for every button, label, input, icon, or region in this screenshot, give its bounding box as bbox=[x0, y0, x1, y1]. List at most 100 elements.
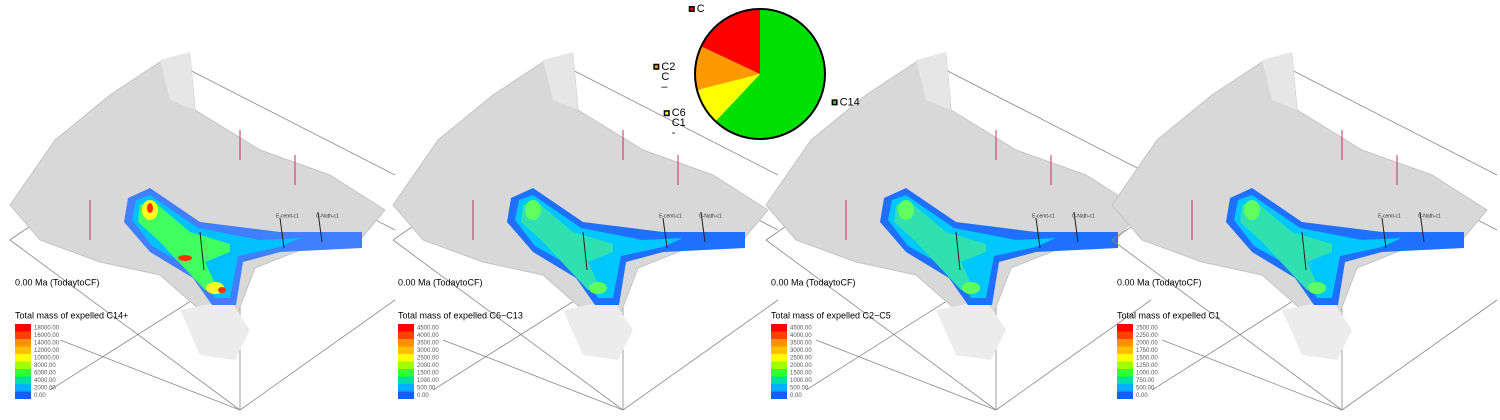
pie-outline bbox=[694, 8, 826, 140]
legend-label: 12000.00 bbox=[34, 348, 60, 354]
legend-swatch bbox=[771, 384, 787, 392]
plume bbox=[1240, 200, 1332, 290]
pie-label-line: C1 bbox=[672, 117, 686, 129]
box-edge bbox=[442, 339, 624, 411]
basin-surface bbox=[563, 300, 633, 360]
legend-label: 1000.00 bbox=[417, 378, 439, 384]
plume bbox=[898, 200, 914, 220]
legend-swatch bbox=[398, 369, 414, 377]
legend-swatch bbox=[398, 324, 414, 332]
legend-label: 4000.00 bbox=[790, 333, 812, 339]
pie-slice bbox=[715, 9, 826, 139]
pie-label-line: C bbox=[697, 3, 705, 15]
box-edge bbox=[59, 339, 241, 411]
time-label: 0.00 Ma (TodaytoCF) bbox=[15, 277, 100, 287]
box-edge bbox=[1341, 299, 1498, 411]
legend-swatch bbox=[1117, 369, 1133, 377]
well bbox=[317, 211, 323, 243]
pie-label: C2 C – bbox=[661, 61, 675, 93]
well-label: E-cemt-c1 bbox=[276, 213, 299, 219]
pie-slice bbox=[701, 9, 760, 74]
box-edge bbox=[392, 239, 624, 411]
well bbox=[1419, 211, 1425, 243]
legend-swatch bbox=[398, 384, 414, 392]
basin-surface bbox=[936, 300, 1006, 360]
basin-surface bbox=[180, 300, 250, 360]
legend-swatch bbox=[1117, 346, 1133, 354]
plume bbox=[178, 255, 192, 261]
legend-label: 18000.00 bbox=[34, 326, 60, 332]
legend-label: 4000.00 bbox=[417, 333, 439, 339]
box-edge bbox=[815, 339, 997, 411]
legend-label: 8000.00 bbox=[34, 363, 56, 369]
legend-label: 1500.00 bbox=[417, 371, 439, 377]
legend-label: 1250.00 bbox=[1136, 363, 1158, 369]
well-label: E-cemt-c1 bbox=[1032, 213, 1055, 219]
legend-swatch bbox=[15, 384, 31, 392]
legend-label: 1500.00 bbox=[1136, 356, 1158, 362]
well-label: C-Nath-c1 bbox=[316, 213, 339, 219]
legend-label: 1750.00 bbox=[1136, 348, 1158, 354]
legend-title: Total mass of expelled C14+ bbox=[15, 310, 128, 320]
plume bbox=[521, 200, 613, 290]
legend-label: 6000.00 bbox=[34, 371, 56, 377]
well-label: C-Nath-c1 bbox=[1072, 213, 1095, 219]
basin-panel: E-cemt-c1 C-Nath-c1 0.00 Ma (TodaytoCF) Tot… bbox=[1111, 52, 1498, 411]
well bbox=[199, 231, 205, 271]
legend-swatch bbox=[1117, 324, 1133, 332]
legend-label: 0.00 bbox=[790, 393, 802, 399]
pie-key bbox=[665, 111, 669, 115]
legend-label: 0.00 bbox=[34, 393, 46, 399]
well-label: E-cemt-c1 bbox=[659, 213, 682, 219]
legend-swatch bbox=[771, 376, 787, 384]
legend-label: 10000.00 bbox=[34, 356, 60, 362]
legend-swatch bbox=[15, 324, 31, 332]
legend-label: 14000.00 bbox=[34, 341, 60, 347]
legend-swatch bbox=[771, 354, 787, 362]
legend-swatch bbox=[398, 391, 414, 399]
basin-surface bbox=[9, 54, 386, 321]
box-edge bbox=[925, 59, 1152, 176]
basin-surface bbox=[916, 52, 951, 110]
legend-swatch bbox=[15, 346, 31, 354]
pie-key bbox=[654, 65, 658, 69]
box-edge bbox=[1161, 339, 1343, 411]
legend-label: 500.00 bbox=[1136, 386, 1155, 392]
legend-label: 1000.00 bbox=[790, 378, 812, 384]
time-label: 0.00 Ma (TodaytoCF) bbox=[398, 277, 483, 287]
legend-label: 500.00 bbox=[417, 386, 436, 392]
legend-swatch bbox=[1117, 376, 1133, 384]
legend-swatch bbox=[771, 369, 787, 377]
plume bbox=[1308, 282, 1326, 294]
pie-label: C bbox=[697, 3, 705, 15]
legend-swatch bbox=[15, 361, 31, 369]
basin-surface bbox=[1262, 52, 1297, 110]
box-edge bbox=[9, 239, 241, 411]
legend-swatch bbox=[1117, 339, 1133, 347]
plume bbox=[138, 200, 230, 290]
well bbox=[662, 217, 668, 249]
pie-label-line: C6 bbox=[672, 107, 686, 119]
pie-key bbox=[690, 7, 694, 11]
legend-swatch bbox=[771, 346, 787, 354]
legend-title: Total mass of expelled C2−C5 bbox=[771, 310, 891, 320]
well-label: C-Nath-c1 bbox=[699, 213, 722, 219]
legend-label: 2000.00 bbox=[417, 363, 439, 369]
legend-swatch bbox=[15, 369, 31, 377]
legend-label: 2500.00 bbox=[1136, 326, 1158, 332]
pie-key bbox=[833, 100, 837, 104]
pie-label: C14 bbox=[840, 96, 860, 108]
legend-swatch bbox=[15, 376, 31, 384]
well bbox=[1035, 217, 1041, 249]
box-edge bbox=[765, 239, 997, 411]
legend-label: 2000.00 bbox=[34, 386, 56, 392]
basin-panel: E-cemt-c1 C-Nath-c1 0.00 Ma (TodaytoCF) Tot… bbox=[765, 52, 1152, 411]
legend-swatch bbox=[398, 361, 414, 369]
well-label: C-Nath-c1 bbox=[1418, 213, 1441, 219]
legend-swatch bbox=[398, 331, 414, 339]
legend-swatch bbox=[15, 354, 31, 362]
well bbox=[1301, 231, 1307, 271]
legend-swatch bbox=[771, 339, 787, 347]
basin-surface bbox=[543, 52, 578, 110]
plume bbox=[1244, 200, 1260, 220]
